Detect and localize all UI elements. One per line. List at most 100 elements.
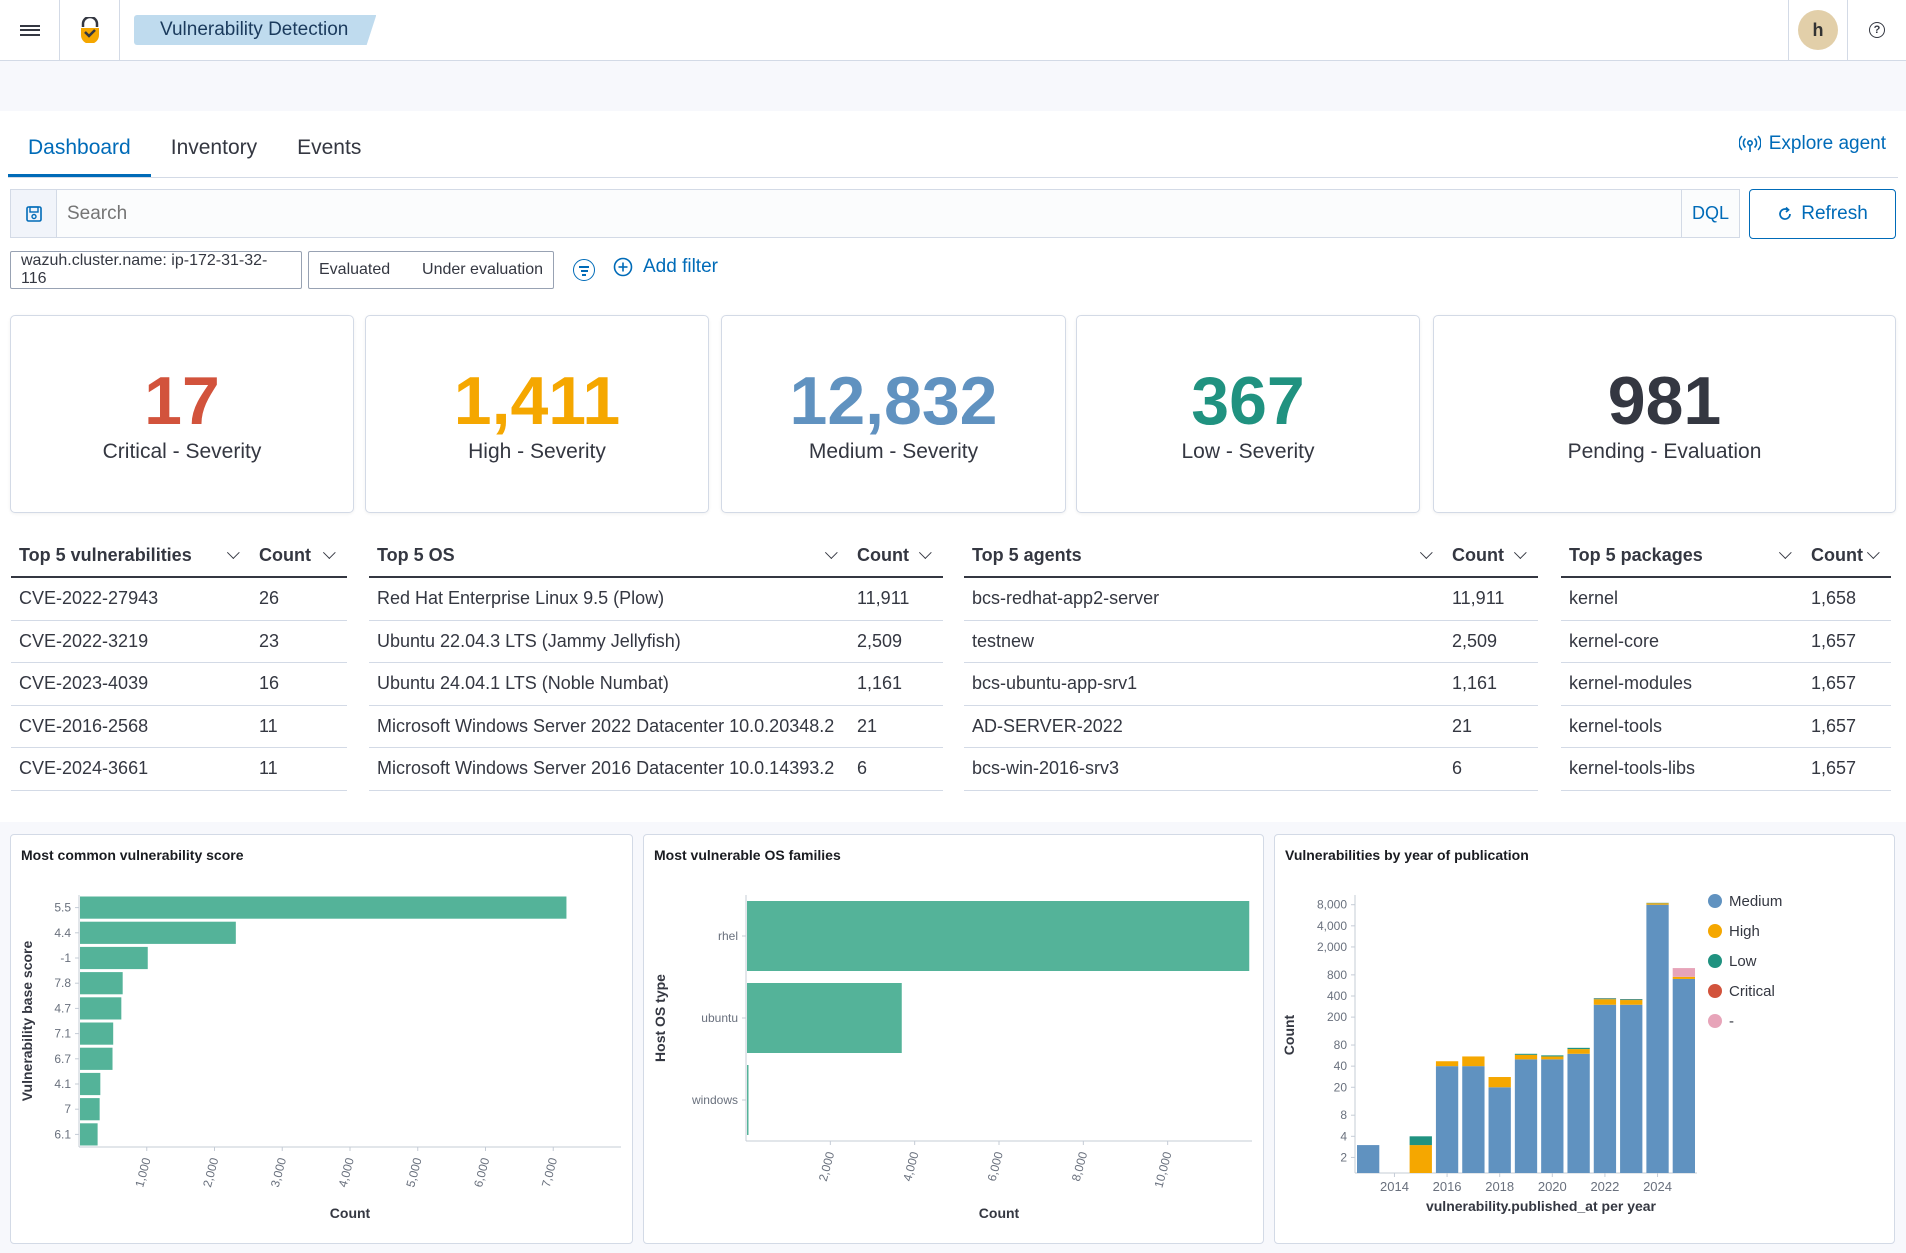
bar-segment — [1514, 1053, 1538, 1055]
table-header: Top 5 packages Count — [1561, 534, 1891, 578]
breadcrumb[interactable]: Vulnerability Detection — [134, 15, 377, 45]
chevron-down-icon[interactable] — [824, 545, 838, 559]
column-header-label: Top 5 agents — [972, 544, 1082, 565]
tab-events[interactable]: Events — [297, 136, 362, 159]
table-cell-count: 1,161 — [857, 673, 903, 694]
table-cell-count: 11,911 — [1452, 588, 1505, 609]
chevron-down-icon[interactable] — [1778, 545, 1792, 559]
y-axis-title: Count — [1281, 1014, 1297, 1055]
table-cell-name: bcs-redhat-app2-server — [972, 588, 1160, 609]
app-logo-icon[interactable] — [60, 0, 120, 60]
column-header-label: Top 5 OS — [377, 544, 455, 565]
chevron-down-icon[interactable] — [918, 545, 932, 559]
column-header-name[interactable]: Top 5 OS — [369, 545, 849, 566]
menu-icon[interactable] — [0, 0, 60, 60]
table-cell-count: 1,657 — [1811, 715, 1857, 736]
chevron-down-icon[interactable] — [1419, 545, 1433, 559]
column-header-name[interactable]: Top 5 packages — [1561, 545, 1803, 566]
y-tick-label: 7.8 — [54, 976, 71, 990]
explore-agent-label: Explore agent — [1768, 133, 1886, 154]
table-row[interactable]: kernel 1,658 — [1561, 578, 1891, 621]
table-row[interactable]: CVE-2016-2568 11 — [11, 706, 347, 748]
table-row[interactable]: bcs-redhat-app2-server 11,911 — [964, 578, 1538, 621]
column-header-count[interactable]: Count — [1803, 545, 1891, 566]
table-row[interactable]: Ubuntu 24.04.1 LTS (Noble Numbat) 1,161 — [369, 663, 943, 706]
explore-agent-button[interactable]: Explore agent — [1738, 133, 1886, 155]
chevron-down-icon[interactable] — [322, 545, 336, 559]
chevron-down-icon[interactable] — [1513, 545, 1527, 559]
save-icon — [25, 205, 42, 222]
table-row[interactable]: bcs-ubuntu-app-srv1 1,161 — [964, 663, 1538, 706]
plus-circle-icon — [613, 257, 633, 277]
bar-segment — [1646, 904, 1669, 1173]
filter-menu-icon[interactable] — [573, 259, 595, 281]
bar-segment — [1646, 903, 1669, 905]
table-top-agents: Top 5 agents Count bcs-redhat-app2-serve… — [964, 534, 1538, 791]
filter-under-evaluation[interactable]: Under evaluation — [422, 261, 543, 278]
table-row[interactable]: CVE-2023-4039 16 — [11, 663, 347, 706]
table-row[interactable]: kernel-tools-libs 1,657 — [1561, 748, 1891, 791]
tab-dashboard[interactable]: Dashboard — [8, 128, 151, 177]
legend-label: Medium — [1729, 893, 1782, 910]
table-cell-name: Ubuntu 22.04.3 LTS (Jammy Jellyfish) — [377, 630, 681, 651]
table-cell-name: bcs-ubuntu-app-srv1 — [972, 673, 1138, 694]
x-tick-label: 10,000 — [1152, 1150, 1175, 1189]
table-cell-name: CVE-2016-2568 — [19, 715, 149, 736]
table-top-packages: Top 5 packages Count kernel 1,658 kernel… — [1561, 534, 1891, 791]
chart-year-svg: 2 4 8 20 40 80 200 400 800 2,000 4,000 8,000 2014 201… — [1281, 893, 1782, 1214]
column-header-count[interactable]: Count — [1444, 545, 1538, 566]
column-header-count[interactable]: Count — [849, 545, 943, 566]
add-filter-button[interactable]: Add filter — [613, 256, 718, 278]
filter-cluster-name[interactable]: wazuh.cluster.name: ip-172-31-32-116 — [10, 251, 302, 289]
stat-critical-label: Critical - Severity — [102, 440, 262, 463]
bar-segment — [1514, 1054, 1538, 1060]
saved-query-button[interactable] — [11, 190, 57, 237]
table-row[interactable]: Microsoft Windows Server 2016 Datacenter… — [369, 748, 943, 791]
table-cell-count: 1,657 — [1811, 673, 1857, 694]
table-cell-count: 1,658 — [1811, 588, 1857, 609]
table-row[interactable]: Ubuntu 22.04.3 LTS (Jammy Jellyfish) 2,5… — [369, 621, 943, 663]
avatar[interactable]: h — [1798, 10, 1838, 50]
legend-label: Critical — [1729, 983, 1775, 1000]
bar — [80, 946, 148, 970]
dql-toggle[interactable]: DQL — [1681, 190, 1739, 237]
stat-high-value: 1,411 — [453, 363, 621, 439]
table-row[interactable]: kernel-core 1,657 — [1561, 621, 1891, 663]
stat-low-label: Low - Severity — [1181, 440, 1315, 463]
x-tick-label: 4,000 — [336, 1156, 357, 1189]
chevron-down-icon[interactable] — [226, 545, 240, 559]
filter-evaluation-status[interactable]: Evaluated Under evaluation — [308, 251, 554, 289]
tab-inventory[interactable]: Inventory — [170, 136, 258, 159]
chart-year-title: Vulnerabilities by year of publication — [1285, 847, 1529, 863]
filter-evaluated[interactable]: Evaluated — [319, 261, 391, 278]
table-row[interactable]: CVE-2024-3661 11 — [11, 748, 347, 791]
bar-segment — [1567, 1049, 1590, 1054]
table-row[interactable]: AD-SERVER-2022 21 — [964, 706, 1538, 748]
bar-segment — [1620, 1000, 1643, 1005]
table-row[interactable]: testnew 2,509 — [964, 621, 1538, 663]
table-row[interactable]: CVE-2022-27943 26 — [11, 578, 347, 621]
legend-swatch — [1708, 1014, 1722, 1028]
table-row[interactable]: kernel-tools 1,657 — [1561, 706, 1891, 748]
stat-critical-value: 17 — [144, 363, 220, 439]
table-row[interactable]: Red Hat Enterprise Linux 9.5 (Plow) 11,9… — [369, 578, 943, 621]
table-row[interactable]: kernel-modules 1,657 — [1561, 663, 1891, 706]
y-tick-label: 200 — [1327, 1010, 1347, 1024]
column-header-name[interactable]: Top 5 vulnerabilities — [11, 545, 251, 566]
refresh-button[interactable]: Refresh — [1749, 189, 1896, 239]
bar — [80, 997, 122, 1020]
chevron-down-icon[interactable] — [1866, 545, 1880, 559]
column-header-count[interactable]: Count — [251, 545, 347, 566]
column-header-name[interactable]: Top 5 agents — [964, 545, 1444, 566]
search-input[interactable] — [57, 191, 1681, 236]
refresh-icon — [1779, 206, 1792, 220]
user-menu[interactable]: h — [1788, 0, 1848, 60]
y-tick-label: 40 — [1334, 1059, 1348, 1073]
table-row[interactable]: bcs-win-2016-srv3 6 — [964, 748, 1538, 791]
table-row[interactable]: CVE-2022-3219 23 — [11, 621, 347, 663]
help-button[interactable]: ? — [1848, 0, 1906, 60]
tab-bar: Dashboard Inventory Events — [8, 128, 381, 177]
table-row[interactable]: Microsoft Windows Server 2022 Datacenter… — [369, 706, 943, 748]
bar-segment — [1593, 999, 1617, 1005]
bar — [80, 1022, 114, 1045]
